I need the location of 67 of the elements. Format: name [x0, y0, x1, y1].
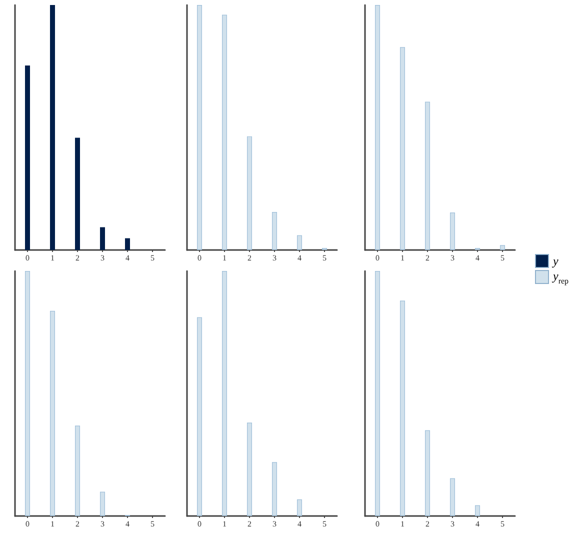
bar: [450, 478, 455, 516]
x-tick-label: 4: [476, 520, 480, 528]
x-tick-label: 3: [100, 520, 104, 528]
bar: [100, 227, 105, 250]
x-tick-label: 3: [272, 254, 276, 262]
x-tick-label: 0: [26, 520, 30, 528]
x-tick-label: 3: [450, 520, 454, 528]
x-tick-label: 3: [272, 520, 276, 528]
x-tick-label: 1: [50, 254, 54, 262]
bar: [50, 310, 55, 516]
bar: [75, 426, 80, 516]
bar: [400, 47, 405, 250]
x-tick-label: 1: [400, 254, 404, 262]
x-tick-label: 2: [248, 520, 252, 528]
bar: [247, 422, 252, 516]
bar: [475, 505, 480, 516]
bar: [25, 271, 30, 516]
x-tick-label: 5: [150, 254, 154, 262]
x-tick-label: 5: [500, 520, 504, 528]
bar: [197, 5, 202, 250]
bar: [375, 271, 380, 516]
x-tick-label: 5: [322, 520, 326, 528]
bar: [272, 212, 277, 250]
x-tick-label: 2: [248, 254, 252, 262]
bar: [400, 300, 405, 516]
x-tick-label: 5: [322, 254, 326, 262]
x-tick-label: 5: [500, 254, 504, 262]
x-tick-label: 1: [222, 520, 226, 528]
bar: [450, 212, 455, 250]
x-tick-label: 4: [298, 254, 302, 262]
bar: [297, 499, 302, 516]
bar: [272, 462, 277, 516]
bar: [222, 271, 227, 516]
bar: [100, 492, 105, 516]
x-tick-label: 3: [100, 254, 104, 262]
bar: [75, 138, 80, 250]
x-tick-label: 0: [376, 254, 380, 262]
x-tick-label: 3: [450, 254, 454, 262]
x-tick-label: 0: [376, 520, 380, 528]
x-tick-label: 2: [426, 520, 430, 528]
bar: [197, 317, 202, 516]
bar: [50, 5, 55, 250]
x-tick-label: 4: [126, 254, 130, 262]
x-tick-label: 4: [476, 254, 480, 262]
x-tick-label: 5: [150, 520, 154, 528]
x-tick-label: 4: [126, 520, 130, 528]
x-tick-label: 1: [50, 520, 54, 528]
x-tick-label: 0: [26, 254, 30, 262]
x-tick-label: 4: [298, 520, 302, 528]
bar: [125, 238, 130, 250]
x-tick-label: 1: [400, 520, 404, 528]
bar: [425, 102, 430, 250]
x-tick-label: 0: [198, 254, 202, 262]
bar: [425, 430, 430, 516]
bar: [375, 5, 380, 250]
x-tick-label: 2: [426, 254, 430, 262]
x-tick-label: 2: [76, 520, 80, 528]
bar: [500, 245, 505, 250]
legend-label: y$_{rep}$: [553, 268, 569, 286]
bar: [247, 136, 252, 250]
bar: [25, 66, 30, 250]
bar: [222, 14, 227, 250]
x-tick-label: 0: [198, 520, 202, 528]
x-tick-label: 1: [222, 254, 226, 262]
legend-label: y: [553, 254, 558, 268]
x-tick-label: 2: [76, 254, 80, 262]
bar: [297, 235, 302, 250]
